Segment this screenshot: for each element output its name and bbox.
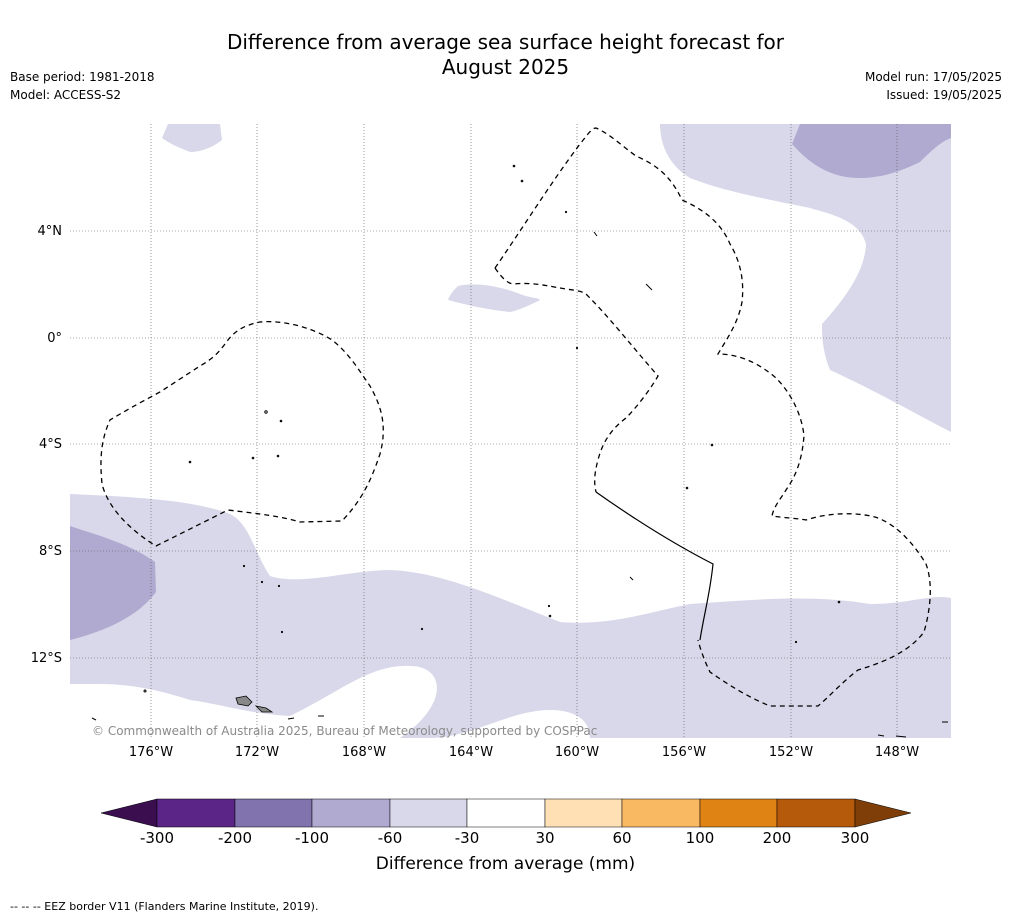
lat-label-4s: 4°S xyxy=(38,437,62,452)
islands xyxy=(235,695,274,713)
lon-label-160w: 160°W xyxy=(554,745,600,760)
colorbar-bin-9 xyxy=(776,798,856,828)
anomaly-band-south xyxy=(70,494,951,738)
base-period: Base period: 1981-2018 xyxy=(10,70,155,84)
colorbar-tick-9: 200 xyxy=(762,829,792,847)
lat-label-4n: 4°N xyxy=(37,224,63,239)
colorbar-tick-2: -200 xyxy=(217,829,253,847)
lat-label-12s: 12°S xyxy=(30,651,62,666)
colorbar-tick-5: -30 xyxy=(454,829,480,847)
map-panel xyxy=(70,124,951,738)
copyright-notice: © Commonwealth of Australia 2025, Bureau… xyxy=(92,724,598,738)
island-samoa-1 xyxy=(235,695,253,707)
colorbar-extend-low xyxy=(100,798,158,828)
colorbar-bin-4 xyxy=(389,798,468,828)
eez-border-solid xyxy=(595,491,714,641)
colorbar-bin-8 xyxy=(699,798,778,828)
colorbar-bin-1 xyxy=(156,798,236,828)
colorbar-extend-high xyxy=(854,798,912,828)
model-name: Model: ACCESS-S2 xyxy=(10,88,122,102)
colorbar-bin-6 xyxy=(544,798,623,828)
issued-date: Issued: 19/05/2025 xyxy=(886,88,1002,102)
colorbar-tick-8: 100 xyxy=(685,829,715,847)
anomaly-patch-central xyxy=(448,284,540,312)
graticule xyxy=(70,124,951,738)
lat-label-0: 0° xyxy=(47,331,62,346)
colorbar-bin-5 xyxy=(466,798,546,828)
colorbar-tick-1: -300 xyxy=(139,829,175,847)
lon-label-168w: 168°W xyxy=(341,745,387,760)
colorbar-tick-6: 30 xyxy=(535,829,555,847)
model-run: Model run: 17/05/2025 xyxy=(864,70,1002,84)
anomaly-patch-northeast xyxy=(792,124,951,178)
atolls xyxy=(91,164,948,738)
meta-left: Base period: 1981-2018 Model: ACCESS-S2 xyxy=(10,68,155,104)
island-samoa-2 xyxy=(254,705,274,713)
colorbar-bin-3 xyxy=(311,798,391,828)
eez-border-west xyxy=(100,320,384,547)
anomaly-band-northeast xyxy=(660,124,951,432)
lon-label-148w: 148°W xyxy=(874,745,920,760)
lon-label-164w: 164°W xyxy=(448,745,494,760)
lon-label-176w: 176°W xyxy=(128,745,174,760)
lon-label-156w: 156°W xyxy=(661,745,707,760)
eez-footnote: -- -- -- EEZ border V11 (Flanders Marine… xyxy=(10,900,319,913)
colorbar xyxy=(100,798,912,828)
lon-label-152w: 152°W xyxy=(768,745,814,760)
colorbar-tick-7: 60 xyxy=(612,829,632,847)
meta-right: Model run: 17/05/2025 Issued: 19/05/2025 xyxy=(865,68,1002,104)
colorbar-tick-10: 300 xyxy=(840,829,870,847)
eez-borders xyxy=(100,127,931,707)
anomaly-patch-southwest xyxy=(70,526,156,640)
colorbar-bin-2 xyxy=(234,798,313,828)
colorbar-tick-4: -60 xyxy=(377,829,403,847)
colorbar-bin-7 xyxy=(621,798,701,828)
title-line-2: August 2025 xyxy=(441,55,570,79)
anomaly-patch-north-small xyxy=(162,124,222,152)
title-line-1: Difference from average sea surface heig… xyxy=(226,30,785,54)
eez-border-north xyxy=(494,127,931,707)
lon-label-172w: 172°W xyxy=(234,745,280,760)
colorbar-title: Difference from average (mm) xyxy=(375,854,636,874)
map-svg xyxy=(70,124,951,738)
map-title: Difference from average sea surface heig… xyxy=(0,30,1011,80)
lat-label-8s: 8°S xyxy=(38,544,62,559)
colorbar-tick-3: -100 xyxy=(294,829,330,847)
